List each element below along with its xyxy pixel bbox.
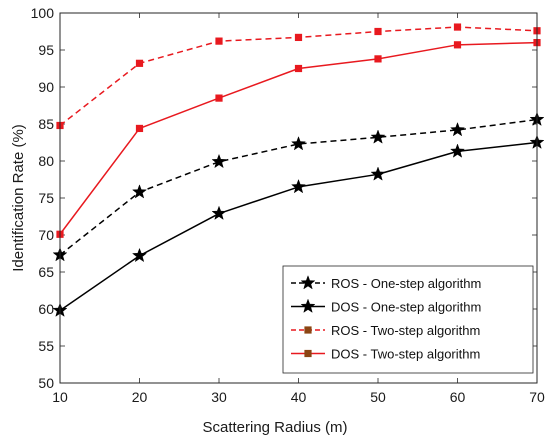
- data-point-marker: [374, 27, 382, 36]
- data-point-marker: [215, 37, 223, 45]
- y-tick-label: 50: [38, 375, 54, 391]
- x-axis-title: Scattering Radius (m): [202, 419, 347, 436]
- data-point-marker: [290, 136, 307, 151]
- y-tick-label: 55: [38, 338, 54, 354]
- data-point-marker: [211, 153, 227, 169]
- x-tick-label: 20: [132, 389, 148, 405]
- data-point-marker: [211, 205, 227, 220]
- legend-entry: DOS - Two-step algorithm: [291, 347, 480, 362]
- legend-entry: ROS - Two-step algorithm: [291, 323, 480, 338]
- plot-border: [59, 12, 538, 384]
- legend-box: [282, 265, 534, 374]
- plot-frame: [59, 12, 538, 384]
- axis-ticks: 50 55 60 65 70 75 80 85 90 95 100 10 20 30 40 50 60 70: [31, 5, 545, 405]
- y-axis-title: Identification Rate (%): [10, 124, 27, 272]
- data-point-marker: [449, 143, 466, 158]
- x-tick-label: 30: [211, 389, 227, 405]
- series-2: [52, 134, 545, 317]
- data-point-marker: [294, 64, 303, 73]
- y-tick-label: 65: [38, 264, 54, 280]
- data-point-marker: [453, 23, 462, 31]
- y-tick-label: 70: [38, 227, 54, 243]
- legend-entry: ROS - One-step algorithm: [291, 275, 481, 291]
- data-point-marker: [131, 184, 148, 199]
- legend-label: DOS - One-step algorithm: [331, 300, 481, 315]
- y-tick-label: 90: [38, 79, 54, 95]
- data-point-marker: [135, 59, 144, 67]
- y-tick-label: 75: [38, 190, 54, 206]
- legend-marker: [304, 349, 312, 358]
- y-tick-label: 95: [38, 42, 54, 58]
- data-point-marker: [135, 124, 144, 133]
- x-tick-label: 40: [291, 389, 307, 405]
- legend-marker: [300, 298, 316, 313]
- legend: ROS - One-step algorithm DOS - One-step a…: [282, 265, 534, 374]
- legend-label: ROS - One-step algorithm: [331, 276, 481, 291]
- legend-label: ROS - Two-step algorithm: [331, 323, 480, 338]
- x-tick-label: 60: [450, 389, 466, 405]
- y-tick-label: 80: [38, 153, 54, 169]
- x-tick-label: 70: [529, 389, 545, 405]
- data-point-marker: [294, 33, 303, 42]
- data-point-marker: [290, 178, 307, 194]
- y-tick-label: 60: [38, 301, 54, 317]
- legend-marker: [300, 275, 316, 290]
- data-point-marker: [370, 166, 386, 181]
- data-point-marker: [449, 121, 466, 137]
- y-tick-label: 85: [38, 116, 54, 132]
- y-tick-label: 100: [31, 5, 55, 21]
- data-point-marker: [453, 41, 462, 49]
- data-point-marker: [131, 247, 148, 263]
- legend-label: DOS - Two-step algorithm: [331, 347, 480, 362]
- x-tick-label: 50: [370, 389, 386, 405]
- data-point-marker: [374, 55, 382, 63]
- data-point-marker: [215, 94, 223, 102]
- legend-entry: DOS - One-step algorithm: [291, 298, 481, 315]
- legend-marker: [304, 326, 312, 334]
- x-tick-label: 10: [52, 389, 68, 405]
- data-point-marker: [370, 129, 386, 144]
